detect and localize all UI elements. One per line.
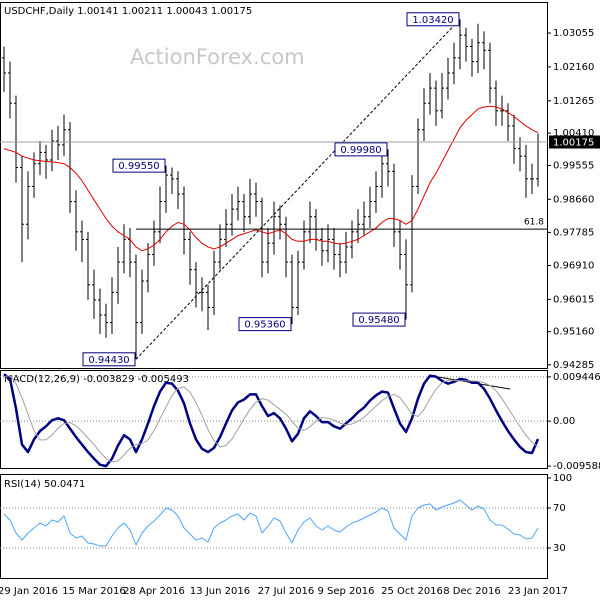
moving-average [3,105,539,252]
annotation-box [238,317,292,332]
y-tick-label: 0.98660 [553,194,594,205]
indicator-line [3,375,539,463]
y-tick-label: 70 [553,503,566,514]
macd-panel-border [0,370,548,469]
macd-title: MACD(12,26,9) -0.003829 -0.005493 [4,374,189,385]
annotation-label: 0.94430 [88,355,129,366]
y-tick-label: 0.99555 [553,160,594,171]
y-tick-label: 0.95160 [553,327,594,338]
y-tick-label: 1.00410 [553,128,594,139]
rsi-title: RSI(14) 50.0471 [4,479,85,490]
y-tick-label: 0.009446 [553,372,600,383]
y-tick-label: 100 [553,473,572,484]
annotation-box [352,312,406,327]
y-tick-label: 0.97785 [553,227,594,238]
fib-level-label: 61.8 [524,218,544,228]
annotation-label: 0.99550 [118,161,159,172]
annotation-box [406,12,460,27]
annotation-label: 0.99980 [340,145,381,156]
y-tick-label: 0.94285 [553,360,594,371]
indicator-line [3,499,539,547]
last-price-box [549,135,600,149]
annotation-label: 0.95480 [358,315,399,326]
y-tick-label: 0.96015 [553,294,594,305]
x-tick-label: 27 Jul 2016 [258,586,315,597]
trend-line [135,18,461,360]
x-tick-label: 29 Jan 2016 [0,586,58,597]
annotation-box [334,142,388,157]
y-tick-label: 1.02160 [553,62,594,73]
y-tick-label: 1.01265 [553,96,594,107]
x-tick-label: 25 Oct 2016 [381,586,443,597]
watermark: ActionForex.com [130,45,305,69]
y-tick-label: -0.009588 [553,461,600,472]
y-tick-label: 0.00 [553,416,575,427]
x-tick-label: 9 Sep 2016 [317,586,374,597]
x-tick-label: 28 Apr 2016 [123,586,185,597]
y-tick-label: 1.03055 [553,28,594,39]
rsi-panel-border [0,474,548,579]
indicator-line [3,373,540,468]
chart-title: USDCHF,Daily 1.00141 1.00211 1.00043 1.0… [4,6,252,17]
y-tick-label: 30 [553,543,566,554]
x-tick-label: 13 Jun 2016 [190,586,250,597]
last-price-label: 1.00175 [553,138,594,149]
annotation-box [112,158,166,173]
x-tick-label: 15 Mar 2016 [62,586,125,597]
annotation-label: 0.95360 [244,320,285,331]
x-tick-label: 8 Dec 2016 [443,586,501,597]
price-panel-border [0,2,548,369]
x-tick-label: 23 Jan 2017 [508,586,568,597]
annotation-label: 1.03420 [412,15,453,26]
y-tick-label: 0.96910 [553,260,594,271]
annotation-box [82,352,136,367]
